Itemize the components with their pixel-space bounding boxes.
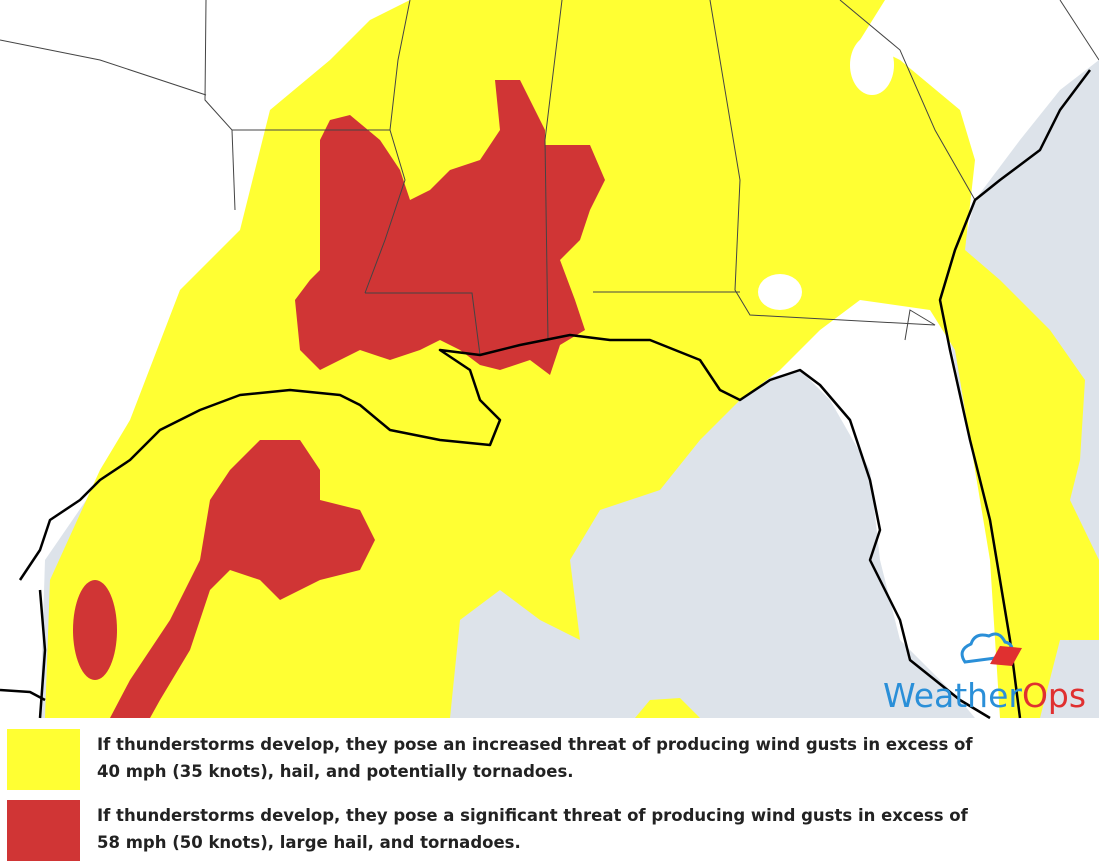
increased-threat-area bbox=[635, 698, 700, 718]
state-border bbox=[709, 0, 936, 341]
state-border bbox=[389, 0, 411, 131]
coastline bbox=[38, 589, 47, 719]
legend-swatch bbox=[7, 729, 80, 790]
legend: If thunderstorms develop, they pose an i… bbox=[7, 729, 973, 861]
legend-text: If thunderstorms develop, they pose an i… bbox=[97, 735, 973, 754]
logo-part2: Ops bbox=[1022, 676, 1086, 715]
state-border bbox=[231, 129, 236, 211]
land bbox=[850, 35, 894, 95]
land bbox=[758, 274, 802, 310]
state-border bbox=[1059, 0, 1099, 61]
coastline bbox=[938, 69, 1091, 719]
legend-swatch bbox=[7, 800, 80, 861]
significant-threat-area bbox=[295, 80, 605, 375]
significant-threat-area bbox=[73, 580, 117, 680]
state-border bbox=[365, 292, 481, 356]
legend-text: 58 mph (50 knots), large hail, and torna… bbox=[97, 833, 521, 852]
coastline bbox=[0, 688, 46, 702]
logo: WeatherOps bbox=[883, 632, 1086, 715]
coastline bbox=[18, 333, 991, 720]
legend-text: 40 mph (35 knots), hail, and potentially… bbox=[97, 762, 574, 781]
logo-panel bbox=[990, 646, 1022, 666]
state-border bbox=[839, 0, 976, 201]
legend-text: If thunderstorms develop, they pose a si… bbox=[97, 806, 969, 825]
logo-part1: Weather bbox=[883, 676, 1022, 715]
state-border bbox=[0, 39, 207, 96]
logo-cloud bbox=[960, 632, 1014, 664]
significant-threat-area bbox=[110, 440, 375, 718]
state-border bbox=[544, 0, 563, 341]
state-border bbox=[364, 129, 406, 294]
state-border bbox=[204, 0, 390, 131]
logo-text: WeatherOps bbox=[883, 676, 1086, 715]
map bbox=[0, 0, 1099, 720]
